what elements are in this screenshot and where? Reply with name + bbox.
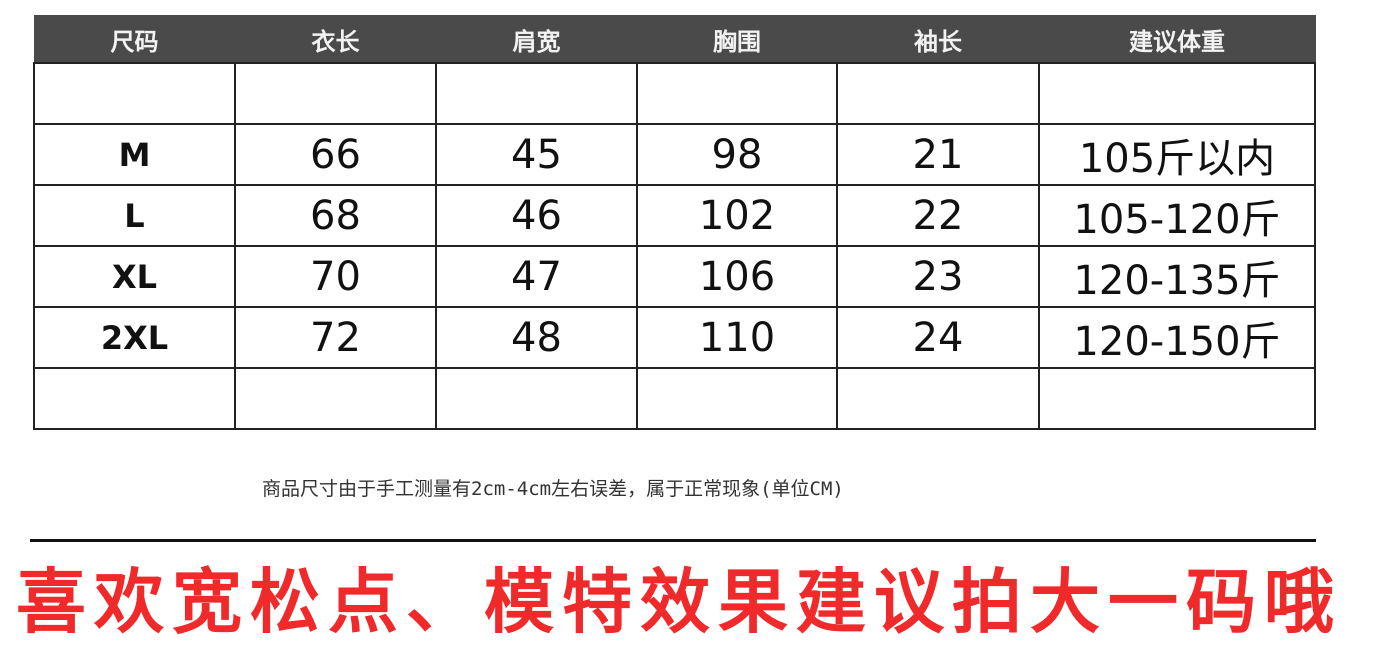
size-cell — [33, 367, 236, 430]
column-header: 衣长 — [234, 15, 437, 64]
value-cell: 120-150斤 — [1038, 306, 1316, 369]
value-cell: 110 — [636, 306, 838, 369]
size-cell: L — [33, 184, 236, 247]
value-cell: 45 — [435, 123, 638, 186]
size-cell: XL — [33, 245, 236, 308]
value-cell: 106 — [636, 245, 838, 308]
value-cell — [234, 62, 437, 125]
column-header: 尺码 — [33, 15, 236, 64]
value-cell: 70 — [234, 245, 437, 308]
value-cell — [435, 62, 638, 125]
value-cell: 48 — [435, 306, 638, 369]
size-cell — [33, 62, 236, 125]
table-row: 2XL 72 48 110 24 120-150斤 — [33, 306, 1316, 369]
size-cell: M — [33, 123, 236, 186]
value-cell — [636, 367, 838, 430]
value-cell — [836, 62, 1040, 125]
value-cell: 66 — [234, 123, 437, 186]
table-row: M 66 45 98 21 105斤以内 — [33, 123, 1316, 186]
promo-text: 喜欢宽松点、模特效果建议拍大一码哦 — [16, 561, 1342, 643]
value-cell: 68 — [234, 184, 437, 247]
table-row: XL 70 47 106 23 120-135斤 — [33, 245, 1316, 308]
measurement-note: 商品尺寸由于手工测量有2cm-4cm左右误差，属于正常现象(单位CM) — [262, 478, 844, 500]
value-cell: 46 — [435, 184, 638, 247]
value-cell — [1038, 367, 1316, 430]
column-header: 建议体重 — [1038, 15, 1316, 64]
value-cell — [234, 367, 437, 430]
divider — [30, 539, 1316, 542]
value-cell — [836, 367, 1040, 430]
value-cell — [636, 62, 838, 125]
table-row — [33, 367, 1316, 430]
value-cell — [1038, 62, 1316, 125]
value-cell: 21 — [836, 123, 1040, 186]
value-cell: 22 — [836, 184, 1040, 247]
table-header-row: 尺码 衣长 肩宽 胸围 袖长 建议体重 — [33, 15, 1316, 64]
size-chart-table: 尺码 衣长 肩宽 胸围 袖长 建议体重 M 66 45 98 21 105斤以内 L 68 46 102 22… — [33, 15, 1316, 430]
value-cell: 98 — [636, 123, 838, 186]
value-cell: 105斤以内 — [1038, 123, 1316, 186]
value-cell: 72 — [234, 306, 437, 369]
column-header: 肩宽 — [435, 15, 638, 64]
value-cell: 24 — [836, 306, 1040, 369]
table-row — [33, 62, 1316, 125]
value-cell: 120-135斤 — [1038, 245, 1316, 308]
value-cell — [435, 367, 638, 430]
value-cell: 47 — [435, 245, 638, 308]
size-cell: 2XL — [33, 306, 236, 369]
value-cell: 102 — [636, 184, 838, 247]
column-header: 袖长 — [836, 15, 1040, 64]
value-cell: 23 — [836, 245, 1040, 308]
column-header: 胸围 — [636, 15, 838, 64]
table-row: L 68 46 102 22 105-120斤 — [33, 184, 1316, 247]
value-cell: 105-120斤 — [1038, 184, 1316, 247]
